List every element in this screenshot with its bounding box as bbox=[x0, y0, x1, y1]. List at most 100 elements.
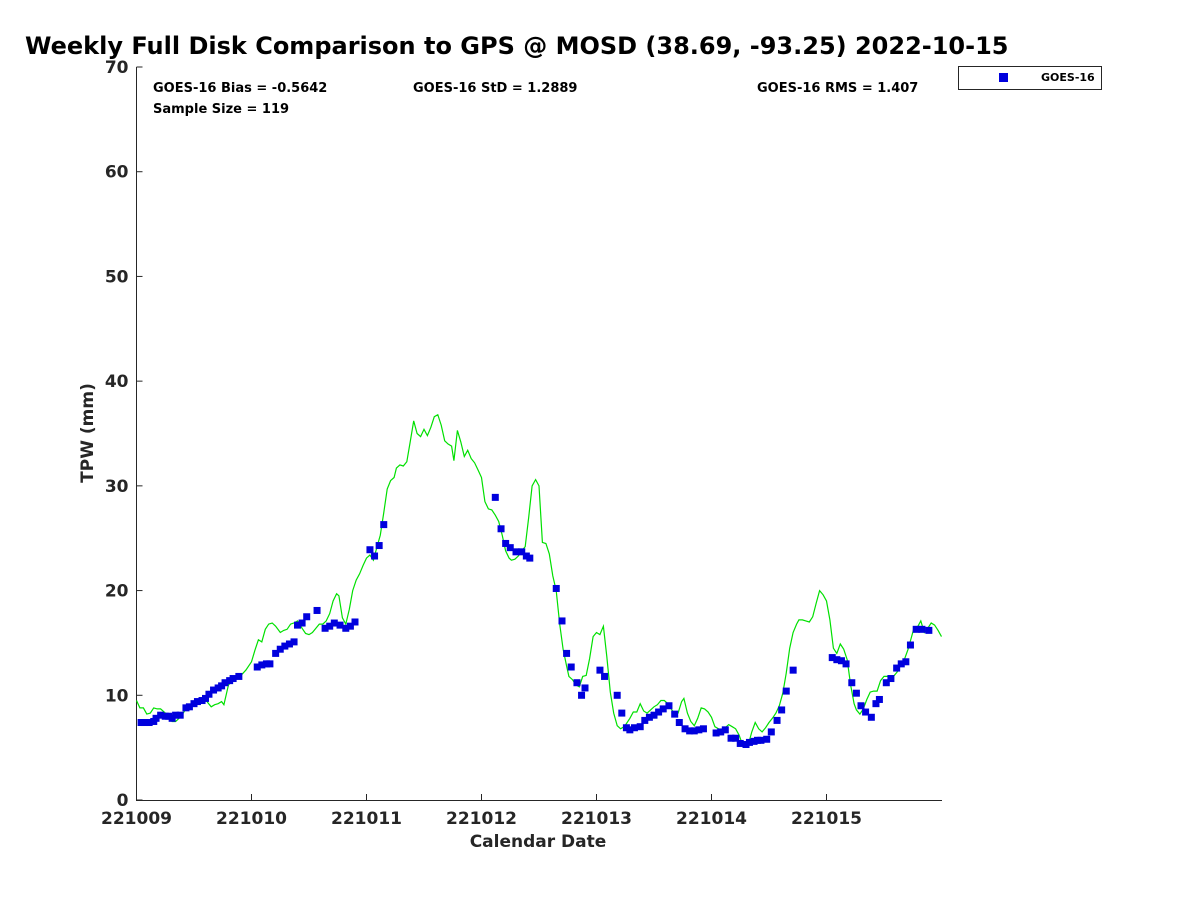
goes16-point bbox=[145, 719, 153, 727]
goes16-point bbox=[596, 666, 604, 674]
goes16-point bbox=[650, 711, 658, 719]
goes16-point bbox=[655, 708, 663, 716]
goes16-point bbox=[371, 552, 379, 560]
goes16-point bbox=[773, 716, 781, 724]
goes16-point bbox=[497, 525, 505, 533]
y-tick-label: 0 bbox=[117, 791, 129, 811]
goes16-point bbox=[717, 728, 725, 736]
goes16-point bbox=[581, 684, 589, 692]
goes16-point bbox=[675, 719, 683, 727]
y-tick-label: 10 bbox=[105, 686, 129, 706]
goes16-point bbox=[205, 690, 213, 698]
goes16-point bbox=[645, 713, 653, 721]
goes16-point bbox=[862, 708, 870, 716]
legend-marker-goes16 bbox=[999, 73, 1008, 82]
x-tick-label: 221010 bbox=[216, 809, 287, 829]
goes16-point bbox=[253, 663, 261, 671]
goes16-point bbox=[837, 657, 845, 665]
goes16-point bbox=[172, 711, 180, 719]
x-tick-label: 221012 bbox=[446, 809, 517, 829]
goes16-point bbox=[690, 727, 698, 735]
goes16-point bbox=[512, 548, 520, 556]
goes16-point bbox=[281, 642, 289, 650]
goes16-point bbox=[681, 725, 689, 733]
goes16-point bbox=[659, 705, 667, 713]
goes16-point bbox=[380, 521, 388, 529]
gps-line-series bbox=[135, 413, 943, 747]
x-axis-label: Calendar Date bbox=[470, 832, 607, 852]
goes16-point bbox=[789, 666, 797, 674]
chart-title: Weekly Full Disk Comparison to GPS @ MOS… bbox=[25, 32, 1008, 60]
goes16-point bbox=[618, 709, 626, 717]
goes16-point bbox=[526, 554, 534, 562]
goes16-point bbox=[313, 606, 321, 614]
sample-size-stat: Sample Size = 119 bbox=[153, 102, 289, 117]
y-tick-label: 60 bbox=[105, 163, 129, 183]
goes16-point bbox=[912, 625, 920, 633]
goes16-point bbox=[193, 698, 201, 706]
goes16-point bbox=[686, 727, 694, 735]
goes16-point bbox=[558, 617, 566, 625]
goes16-point bbox=[875, 695, 883, 703]
goes16-point bbox=[665, 702, 673, 710]
x-tick-label: 221014 bbox=[676, 809, 747, 829]
goes16-point bbox=[326, 622, 334, 630]
y-axis-ticks: 0 10 20 30 40 50 60 70 bbox=[105, 58, 143, 811]
goes16-point bbox=[857, 702, 865, 710]
goes16-scatter-series bbox=[137, 493, 933, 749]
goes16-point bbox=[152, 714, 160, 722]
goes16-point bbox=[578, 691, 586, 699]
goes16-point bbox=[272, 649, 280, 657]
y-tick-label: 70 bbox=[105, 58, 129, 78]
goes16-point bbox=[712, 729, 720, 737]
goes16-point bbox=[563, 649, 571, 657]
x-tick-label: 221015 bbox=[791, 809, 862, 829]
goes16-point bbox=[736, 739, 744, 747]
goes16-point bbox=[235, 672, 243, 680]
goes16-point bbox=[828, 654, 836, 662]
legend: GOES-16 bbox=[958, 66, 1102, 90]
goes16-point bbox=[298, 619, 306, 627]
goes16-point bbox=[613, 691, 621, 699]
goes16-point bbox=[552, 584, 560, 592]
goes16-point bbox=[294, 621, 301, 629]
y-tick-label: 30 bbox=[105, 477, 129, 497]
goes16-point bbox=[176, 711, 184, 719]
goes16-point bbox=[266, 660, 274, 668]
goes16-point bbox=[897, 660, 905, 668]
y-tick-label: 40 bbox=[105, 372, 129, 392]
goes16-point bbox=[518, 548, 526, 556]
x-tick-label: 221009 bbox=[101, 809, 172, 829]
goes16-point bbox=[630, 724, 638, 732]
goes16-point bbox=[202, 694, 209, 702]
goes16-point bbox=[671, 710, 679, 718]
plot-area bbox=[136, 67, 942, 801]
goes16-point bbox=[782, 687, 790, 695]
goes16-point bbox=[893, 664, 901, 672]
goes16-point bbox=[867, 713, 875, 721]
goes16-point bbox=[727, 734, 735, 742]
y-axis-label: TPW (mm) bbox=[78, 383, 98, 483]
goes16-point bbox=[285, 640, 293, 648]
goes16-point bbox=[601, 672, 609, 680]
goes16-point bbox=[342, 624, 350, 632]
goes16-point bbox=[626, 726, 634, 734]
x-axis-ticks: 221009 221010 221011 221012 221013 221014 2210… bbox=[101, 794, 862, 829]
goes16-point bbox=[336, 621, 344, 629]
goes16-point bbox=[157, 711, 165, 719]
goes16-point bbox=[258, 661, 266, 669]
goes16-point bbox=[229, 675, 237, 683]
goes16-point bbox=[502, 539, 510, 547]
goes16-point bbox=[210, 686, 218, 694]
goes16-point bbox=[321, 624, 329, 632]
goes16-point bbox=[852, 689, 860, 697]
goes16-point bbox=[303, 613, 311, 621]
goes16-point bbox=[573, 679, 581, 687]
goes16-point bbox=[721, 726, 729, 734]
goes16-point bbox=[757, 736, 765, 744]
goes16-point bbox=[732, 734, 740, 742]
goes16-point bbox=[902, 658, 910, 666]
goes16-point bbox=[745, 738, 753, 746]
goes16-point bbox=[842, 660, 850, 668]
